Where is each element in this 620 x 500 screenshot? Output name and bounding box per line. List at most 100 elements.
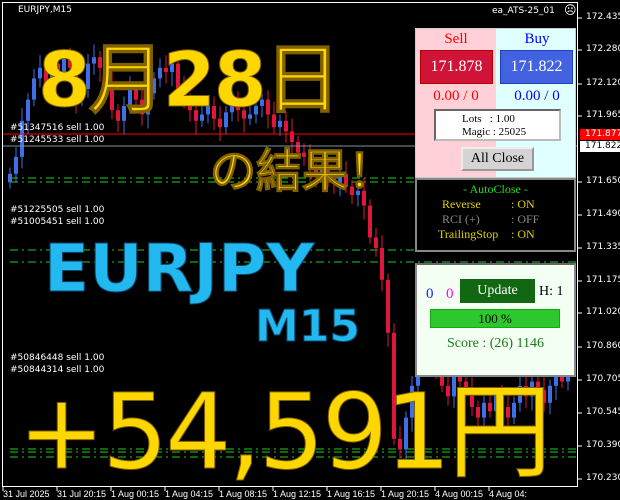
lots-value: Lots : 1.00	[462, 113, 515, 125]
candle-body	[44, 67, 48, 90]
price-tick: 170.390	[586, 440, 620, 450]
pair-headline: EURJPY	[43, 230, 315, 307]
candle-body	[314, 169, 318, 174]
candle-body	[218, 118, 222, 128]
candle-body	[140, 99, 144, 115]
sell-label: Sell	[444, 31, 468, 47]
buy-label: Buy	[524, 31, 550, 47]
candle-body	[128, 89, 132, 106]
candle-body	[404, 417, 408, 450]
candle-body	[92, 57, 96, 64]
candle-body	[38, 67, 42, 79]
candle-body	[56, 63, 60, 73]
order-label: #51347516 sell 1.00	[10, 123, 105, 133]
candle-body	[230, 103, 234, 113]
candle-body	[212, 105, 216, 119]
candle-body	[374, 237, 378, 249]
sell-button[interactable]: 171.878	[420, 50, 493, 84]
candle-body	[278, 120, 282, 128]
progress-bar: 100 %	[430, 309, 560, 328]
candle-body	[338, 173, 342, 183]
time-tick: 1 Aug 12:15	[273, 489, 322, 499]
candle-body	[536, 381, 540, 391]
trade-panel: Sell Buy 171.878 171.822 0.00 / 0 0.00 /…	[415, 28, 576, 178]
candle-body	[50, 63, 54, 90]
price-tick: 170.230	[586, 473, 620, 483]
candle-body	[470, 390, 474, 408]
candle-body	[170, 63, 174, 73]
candle-body	[242, 110, 246, 119]
candle-body	[68, 57, 72, 68]
magic-value: Magic : 25025	[462, 126, 527, 138]
candle-body	[152, 78, 156, 94]
candle-body	[134, 89, 138, 100]
score-text: Score : (26) 1146	[446, 336, 545, 351]
candle-body	[14, 156, 18, 174]
candle-body	[446, 385, 450, 397]
order-label: #51005451 sell 1.00	[10, 217, 105, 227]
candle-body	[290, 131, 294, 143]
order-label: #51245533 sell 1.00	[10, 135, 105, 145]
candle-body	[182, 89, 186, 100]
magenta-count: 0	[446, 286, 454, 302]
price-tick: 172.435	[586, 12, 620, 22]
rci-value[interactable]: : OFF	[511, 212, 540, 226]
candle-body	[308, 156, 312, 170]
buy-button[interactable]: 171.822	[500, 50, 573, 84]
candle-body	[398, 438, 402, 450]
candle-body	[476, 407, 480, 418]
order-label: #50844314 sell 1.00	[10, 365, 105, 375]
candle-body	[320, 169, 324, 174]
candle-body	[464, 381, 468, 391]
candle-body	[506, 407, 510, 418]
score-panel: 0 0 Update H: 1 100 % Score : (26) 1146	[415, 263, 576, 377]
price-tick: 171.650	[586, 176, 620, 186]
candle-body	[164, 67, 168, 73]
update-button[interactable]: Update	[460, 279, 535, 303]
candle-body	[32, 78, 36, 100]
candle-body	[122, 105, 126, 121]
progress-text: 100 %	[478, 311, 512, 326]
blue-count: 0	[426, 286, 434, 302]
time-tick: 4 Aug 00:15	[435, 489, 484, 499]
reverse-value[interactable]: : ON	[511, 197, 535, 211]
time-tick: 4 Aug 04:	[489, 489, 528, 499]
time-tick: 1 Aug 20:15	[381, 489, 430, 499]
price-tick: 172.120	[586, 78, 620, 88]
all-close-button[interactable]: All Close	[461, 147, 534, 171]
candle-body	[98, 57, 102, 68]
candle-body	[458, 375, 462, 382]
profit-headline: +54,591円	[17, 371, 552, 493]
trailingstop-value[interactable]: : ON	[511, 227, 535, 241]
autoclose-title: - AutoClose -	[463, 182, 528, 196]
candle-body	[74, 67, 78, 100]
order-label: #51225505 sell 1.00	[10, 205, 105, 215]
candle-body	[80, 89, 84, 100]
bid-price-tag: 171.877	[580, 129, 620, 140]
progress-fill	[430, 309, 560, 328]
price-tick: 170.545	[586, 407, 620, 417]
date-headline: 8月28日	[38, 35, 342, 124]
candle-body	[518, 385, 522, 403]
time-tick: 1 Aug 04:15	[165, 489, 214, 499]
candle-body	[86, 63, 90, 90]
candle-body	[524, 385, 528, 397]
frown-face-icon: ☹	[564, 3, 577, 17]
candle-body	[344, 173, 348, 187]
h-value: H: 1	[539, 284, 564, 299]
candle-body	[332, 178, 336, 183]
candle-body	[284, 120, 288, 132]
price-tick: 171.335	[586, 242, 620, 252]
candle-body	[200, 114, 204, 121]
candle-body	[482, 402, 486, 418]
candle-body	[194, 110, 198, 121]
candle-body	[542, 390, 546, 403]
rci-label: RCI (+)	[442, 212, 480, 226]
candle-body	[560, 375, 564, 382]
candle-body	[368, 205, 372, 238]
candle-body	[224, 112, 228, 128]
candle-body	[110, 84, 114, 111]
price-tick: 171.965	[586, 110, 620, 120]
price-tick: 171.020	[586, 307, 620, 317]
